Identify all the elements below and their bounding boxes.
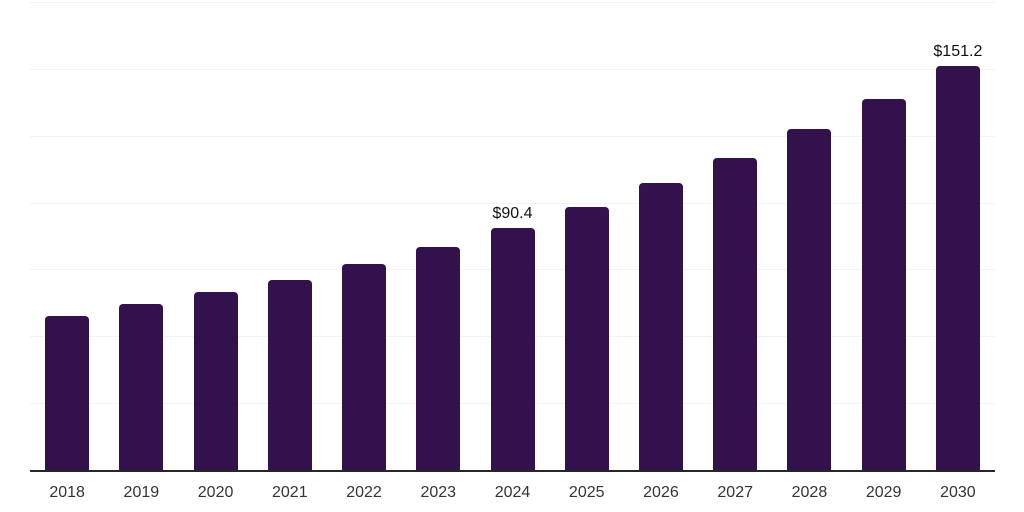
bar-2028[interactable] (787, 129, 832, 470)
bar-2018[interactable] (45, 316, 90, 470)
x-axis-label-2024: 2024 (494, 484, 531, 501)
x-axis-label-2019: 2019 (123, 484, 160, 501)
x-axis-line (30, 470, 995, 472)
bar-2027[interactable] (713, 157, 758, 470)
gridline-150 (30, 68, 995, 70)
bar-2019[interactable] (119, 304, 164, 470)
bar-2025[interactable] (564, 206, 609, 470)
bar-2029[interactable] (861, 98, 906, 470)
x-axis-label-2025: 2025 (568, 484, 605, 501)
x-axis-label-2020: 2020 (197, 484, 234, 501)
bar-2020[interactable] (193, 292, 238, 470)
gridline-125 (30, 135, 995, 137)
x-axis-label-2021: 2021 (272, 484, 308, 501)
x-axis-label-2030: 2030 (940, 484, 976, 501)
x-axis-label-2029: 2029 (865, 484, 902, 501)
x-axis-label-2018: 2018 (49, 484, 85, 501)
data-label-2030: $151.2 (933, 42, 983, 60)
bar-2023[interactable] (416, 247, 461, 470)
x-axis-label-2022: 2022 (346, 484, 382, 501)
x-axis-label-2023: 2023 (420, 484, 457, 501)
x-axis-label-2028: 2028 (791, 484, 828, 501)
bar-2026[interactable] (638, 182, 683, 470)
gridline-175 (30, 2, 995, 3)
plot-area: $90.4 $151.2 (30, 0, 995, 470)
x-axis-label-2027: 2027 (717, 484, 753, 501)
bar-2021[interactable] (267, 279, 312, 470)
bar-2024[interactable] (490, 228, 535, 470)
bar-2022[interactable] (342, 263, 387, 470)
x-axis-label-2026: 2026 (643, 484, 679, 501)
data-label-2024: $90.4 (492, 205, 533, 223)
gridline-100 (30, 202, 995, 204)
bar-2030[interactable] (935, 65, 980, 470)
